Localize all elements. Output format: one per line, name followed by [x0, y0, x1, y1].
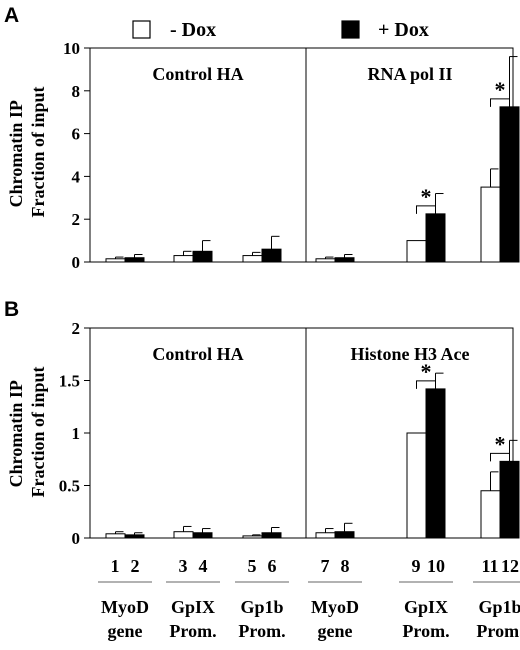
lane-number: 12: [501, 556, 519, 576]
panel-a-bar-plus-dox: [425, 213, 446, 263]
panel-a-significance-star: *: [421, 184, 432, 209]
panel-a-letter: A: [4, 4, 19, 27]
panel-b-significance-bracket: [416, 380, 436, 389]
panel-b-bar-minus-dox: [315, 532, 336, 539]
lane-number: 9: [412, 556, 421, 576]
panel-a-bar-plus-dox: [124, 257, 145, 263]
panel-a-ylabel-line1: Chromatin IP: [6, 100, 26, 207]
panel-b-bar-plus-dox: [499, 460, 520, 539]
panel-a-bar-minus-dox: [105, 258, 126, 263]
panel-b-letter: B: [4, 298, 19, 321]
panel-b-ytick-label: 1.5: [59, 372, 80, 391]
gene-label-line2: Prom.: [238, 621, 285, 641]
panel-a-significance-bracket: [416, 205, 436, 214]
panel-a-bar-plus-dox: [499, 106, 520, 263]
lane-number: 4: [199, 556, 208, 576]
panel-a-section-left: Control HA: [152, 64, 243, 84]
panel-b-section-left: Control HA: [152, 344, 243, 364]
panel-b-bar-minus-dox: [173, 531, 194, 539]
panel-b-bar-minus-dox: [242, 535, 263, 539]
panel-b-bar-plus-dox: [334, 531, 355, 539]
panel-b-ytick-label: 0: [72, 529, 81, 548]
panel-a-bar-minus-dox: [406, 240, 427, 263]
panel-a-bar-minus-dox: [242, 255, 263, 263]
panel-b-ylabel: Chromatin IP Fraction of input: [6, 366, 48, 497]
panel-b-bar-minus-dox: [105, 533, 126, 539]
lane-number: 11: [481, 556, 498, 576]
panel-a-bar-minus-dox: [480, 186, 501, 263]
gene-labels: MyoD gene GpIX Prom. Gp1b Prom. MyoD gene GpIX Pr…: [98, 581, 520, 641]
panel-a-significance-star: *: [495, 77, 506, 102]
panel-a-ytick-label: 10: [63, 39, 80, 58]
panel-b-bar-minus-dox: [480, 490, 501, 539]
lane-numbers: 1 2 3 4 5 6 7 8 9 10 11 12: [111, 556, 520, 576]
panel-a-ytick-label: 6: [72, 125, 81, 144]
panel-a-bars: **: [105, 56, 520, 263]
panel-b-significance-bracket: [490, 452, 510, 462]
panel-a-bar-plus-dox: [261, 248, 282, 263]
gene-label-line2: gene: [108, 621, 143, 641]
lane-number: 5: [248, 556, 257, 576]
legend-plus-label: + Dox: [378, 19, 429, 41]
panel-a-ylabel: Chromatin IP Fraction of input: [6, 86, 48, 217]
lane-number: 6: [268, 556, 277, 576]
gene-label-line2: gene: [318, 621, 353, 641]
gene-label-line1: Gp1b: [240, 597, 283, 617]
panel-a-significance-bracket: [490, 98, 510, 107]
panel-a-y-axis: 0 2 4 6 8 10: [63, 39, 90, 272]
gene-label-line2: Prom.: [402, 621, 449, 641]
gene-label-line1: Gp1b: [478, 597, 520, 617]
lane-number: 10: [427, 556, 445, 576]
panel-b-bar-minus-dox: [406, 432, 427, 539]
panel-b-significance-star: *: [421, 359, 432, 384]
panel-b-ytick-label: 0.5: [59, 477, 80, 496]
panel-a-ytick-label: 0: [72, 253, 81, 272]
panel-a: A Chromatin IP Fraction of input Control…: [4, 4, 520, 272]
gene-label-line1: MyoD: [101, 597, 149, 617]
panel-a-bar-minus-dox: [315, 258, 336, 263]
legend-minus-swatch: [132, 20, 151, 39]
panel-b-section-right: Histone H3 Ace: [351, 344, 470, 364]
gene-label-line2: Prom.: [476, 621, 520, 641]
gene-label-line1: GpIX: [404, 597, 448, 617]
legend-plus-swatch: [341, 20, 360, 39]
panel-a-ytick-label: 8: [72, 82, 81, 101]
panel-b-ylabel-line1: Chromatin IP: [6, 380, 26, 487]
gene-label-line2: Prom.: [169, 621, 216, 641]
lane-number: 2: [131, 556, 140, 576]
gene-label-line1: MyoD: [311, 597, 359, 617]
lane-number: 7: [321, 556, 330, 576]
panel-b-ylabel-line2: Fraction of input: [28, 366, 48, 497]
panel-b-bar-plus-dox: [261, 532, 282, 539]
panel-b-bar-plus-dox: [425, 388, 446, 539]
panel-a-bar-minus-dox: [173, 255, 194, 263]
panel-b-ytick-label: 2: [72, 319, 81, 338]
panel-b-significance-star: *: [495, 431, 506, 456]
panel-b: B Chromatin IP Fraction of input Control…: [4, 298, 520, 548]
panel-a-ylabel-line2: Fraction of input: [28, 86, 48, 217]
gene-label-line1: GpIX: [171, 597, 215, 617]
legend-minus-label: - Dox: [170, 19, 216, 41]
lane-number: 3: [179, 556, 188, 576]
legend: - Dox + Dox: [132, 19, 429, 41]
panel-a-bar-plus-dox: [192, 250, 213, 263]
panel-b-y-axis: 0 0.5 1 1.5 2: [59, 319, 90, 548]
panel-b-bar-plus-dox: [192, 532, 213, 539]
panel-b-bars: **: [105, 359, 520, 539]
lane-number: 1: [111, 556, 120, 576]
panel-a-ytick-label: 4: [72, 167, 81, 186]
panel-b-ytick-label: 1: [72, 424, 81, 443]
panel-a-bar-plus-dox: [334, 257, 355, 263]
lane-number: 8: [341, 556, 350, 576]
panel-a-ytick-label: 2: [72, 210, 81, 229]
panel-b-bar-plus-dox: [124, 534, 145, 539]
panel-a-section-right: RNA pol II: [367, 64, 452, 84]
